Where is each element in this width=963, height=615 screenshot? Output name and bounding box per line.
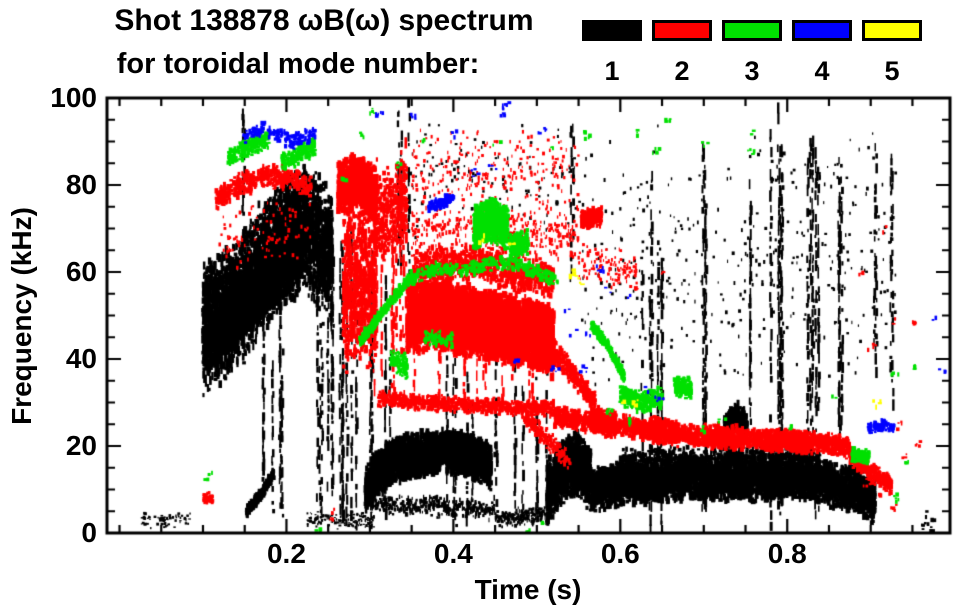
legend-swatch-n3 (722, 20, 782, 41)
legend-mode-number-1: 1 (604, 56, 620, 86)
y-tick-label-80: 80 (65, 169, 97, 200)
x-axis-title: Time (s) (474, 574, 582, 605)
legend-mode-number-4: 4 (814, 56, 830, 86)
x-tick-label-0.6: 0.6 (600, 538, 640, 569)
x-tick-label-0.4: 0.4 (433, 538, 473, 569)
legend-mode-number-3: 3 (744, 56, 760, 86)
legend-mode-numbers: 1 2 3 4 5 (582, 56, 922, 87)
figure-title-line1: Shot 138878 ωB(ω) spectrum (114, 4, 534, 37)
y-tick-label-40: 40 (65, 343, 97, 374)
legend-swatches (582, 20, 922, 41)
x-tick-label-0.2: 0.2 (266, 538, 306, 569)
legend-swatch-n1 (582, 20, 642, 41)
y-tick-label-60: 60 (65, 256, 97, 287)
x-tick-label-0.8: 0.8 (767, 538, 807, 569)
legend-swatch-n5 (862, 20, 922, 41)
y-tick-label-20: 20 (65, 430, 97, 461)
legend-swatch-n4 (792, 20, 852, 41)
figure-title-line2: for toroidal mode number: (116, 48, 480, 80)
y-axis-title: Frequency (kHz) (6, 207, 37, 425)
legend-mode-number-5: 5 (884, 56, 900, 86)
legend-swatch-n2 (652, 20, 712, 41)
y-tick-label-100: 100 (50, 82, 97, 113)
y-tick-label-0: 0 (81, 517, 97, 548)
legend-mode-number-2: 2 (674, 56, 690, 86)
